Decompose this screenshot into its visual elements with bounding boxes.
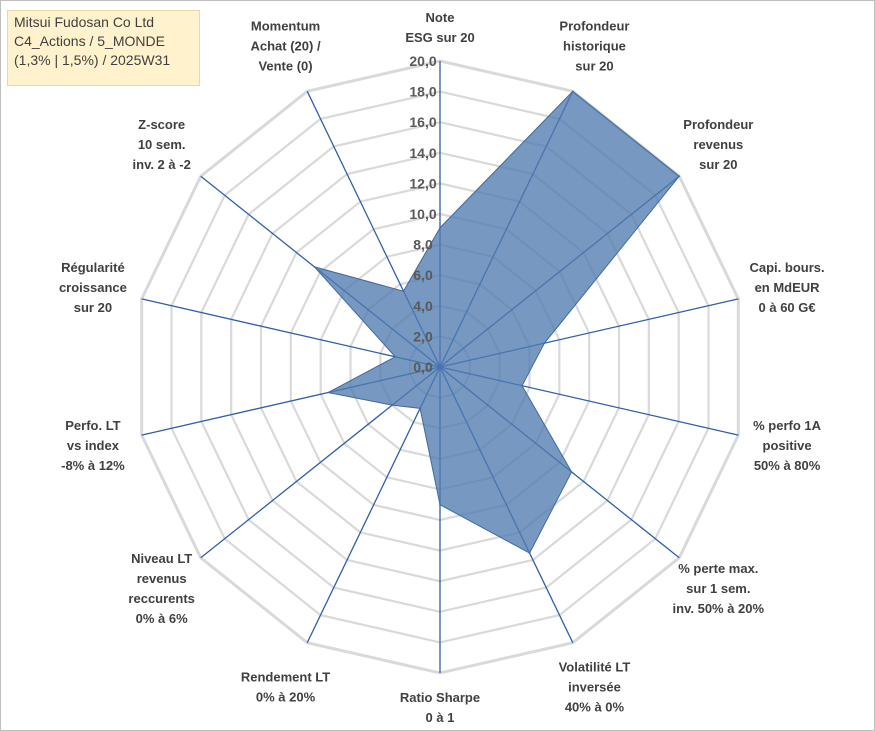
axis-label: Rendement LT 0% à 20% [241, 670, 330, 705]
chart-title-box: Mitsui Fudosan Co Ltd C4_Actions / 5_MON… [7, 10, 200, 86]
axis-label: Niveau LT revenus reccurents 0% à 6% [128, 551, 194, 626]
axis-label: Profondeur revenus sur 20 [683, 117, 753, 172]
tick-label: 4,0 [413, 298, 433, 314]
data-point [327, 391, 329, 394]
data-point [528, 552, 531, 554]
data-point [543, 342, 546, 344]
title-line-company: Mitsui Fudosan Co Ltd [14, 14, 155, 30]
data-point [521, 384, 523, 387]
data-point [391, 404, 393, 406]
data-point [419, 407, 421, 410]
data-area [312, 90, 680, 554]
tick-label: 10,0 [409, 206, 436, 222]
axis-label: Perfo. LT vs index -8% à 12% [61, 418, 125, 473]
axis-label: Volatilité LT inversée 40% à 0% [559, 660, 631, 715]
tick-label: 20,0 [409, 53, 436, 69]
axis-spoke [306, 366, 441, 643]
tick-label: 14,0 [409, 145, 436, 161]
data-point [571, 90, 574, 93]
axis-label: Régularité croissance sur 20 [59, 260, 127, 315]
data-point [678, 175, 681, 178]
tick-label: 6,0 [413, 267, 433, 283]
tick-label: 2,0 [413, 328, 433, 344]
tick-label: 18,0 [409, 84, 436, 100]
data-point [313, 266, 316, 268]
title-line-period: (1,3% | 1,5%) / 2025W31 [14, 52, 171, 68]
tick-label-layer: 0,0 2,0 4,0 6,0 8,0 10,0 12,0 14,0 16,0 18,0 20,0 [409, 53, 436, 375]
axis-label: Z-score 10 sem. inv. 2 à -2 [133, 117, 191, 172]
axis-label-layer: Note ESG sur 20 Profondeur historique sur 20… [59, 10, 825, 725]
tick-label: 8,0 [413, 237, 433, 253]
data-point [439, 503, 441, 506]
data-point [570, 471, 573, 473]
axis-label: Ratio Sharpe 0 à 1 [400, 690, 480, 725]
axis-label: Profondeur historique sur 20 [559, 18, 629, 73]
axis-spoke [141, 298, 441, 368]
title-line-category: C4_Actions / 5_MONDE [14, 33, 165, 49]
data-point [402, 290, 405, 292]
axis-label: Momentum Achat (20) / Vente (0) [250, 18, 320, 73]
axis-label: % perte max. sur 1 sem. inv. 50% à 20% [673, 561, 765, 616]
data-area-layer [312, 90, 681, 554]
tick-label: 16,0 [409, 114, 436, 130]
data-point [439, 226, 441, 229]
tick-label: 12,0 [409, 175, 436, 191]
axis-label: Capi. bours. en MdEUR 0 à 60 G€ [750, 260, 825, 315]
axis-label: Note ESG sur 20 [405, 10, 474, 45]
tick-label: 0,0 [413, 359, 433, 375]
data-point [394, 355, 397, 358]
axis-label: % perfo 1A positive 50% à 80% [753, 418, 822, 473]
